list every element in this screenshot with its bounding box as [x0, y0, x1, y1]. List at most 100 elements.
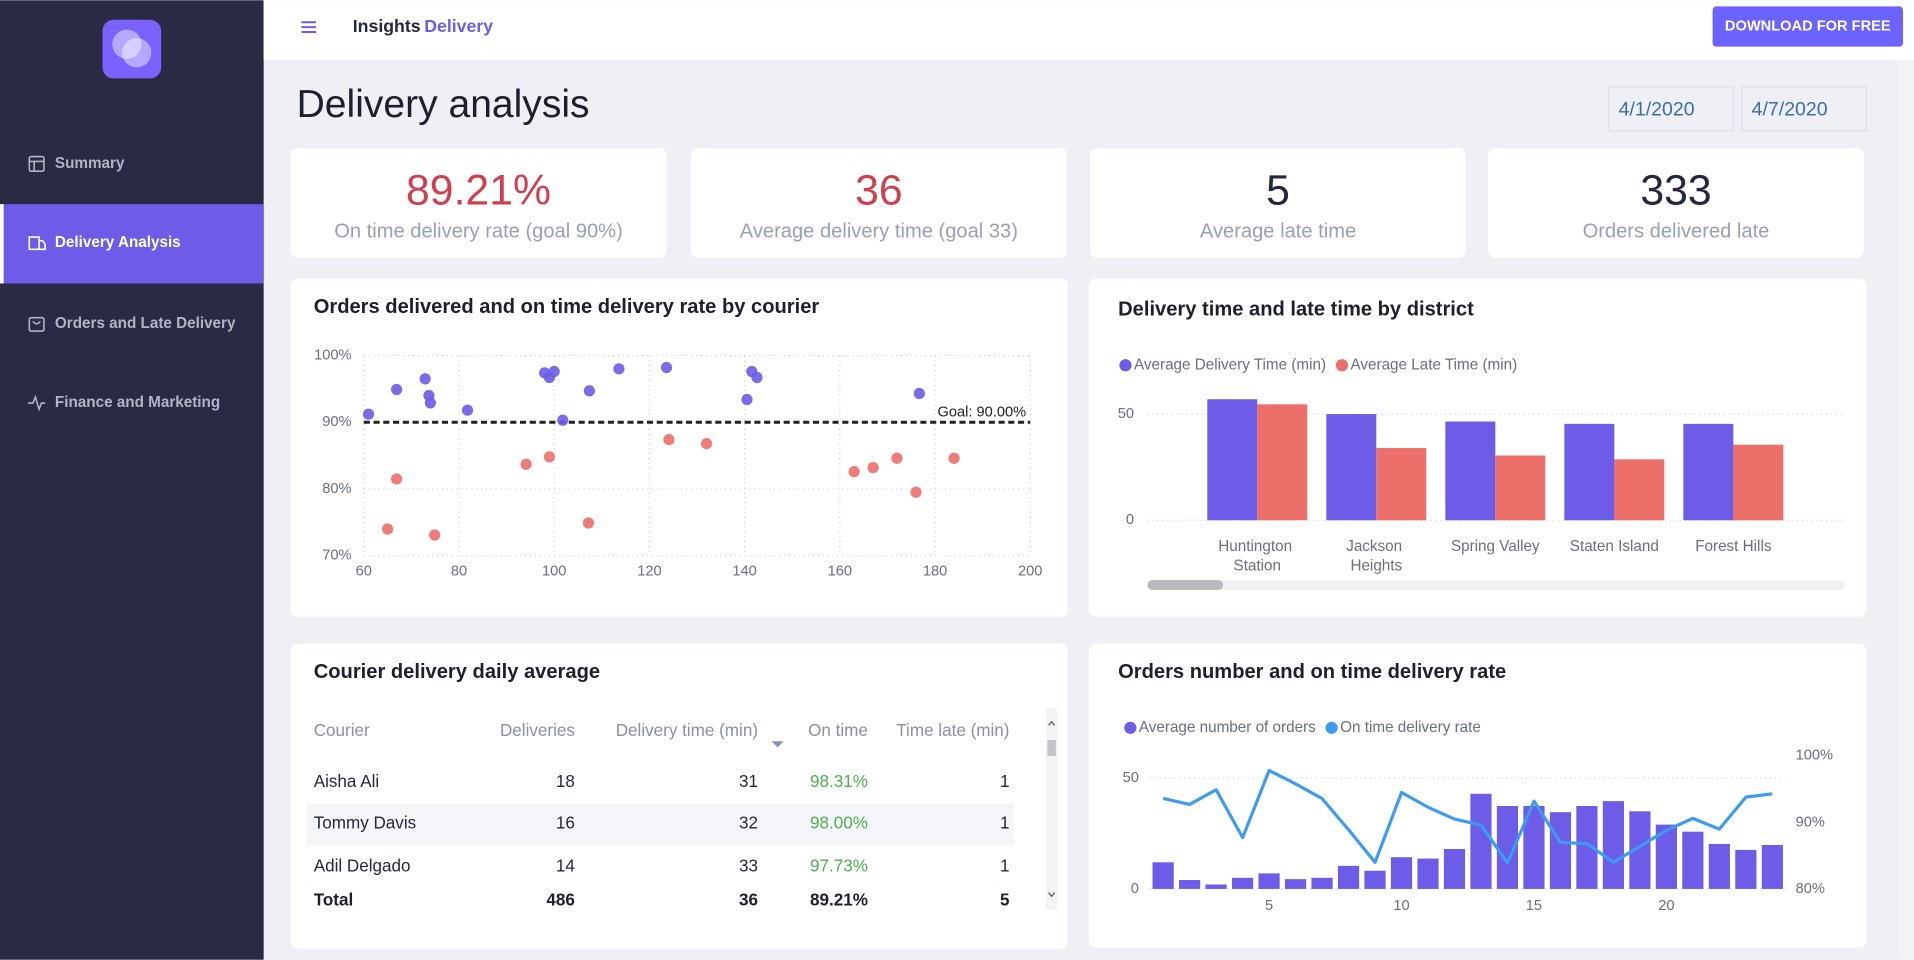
goal-label: Goal: 90.00% — [937, 404, 1026, 420]
nav-item[interactable]: Finance and Marketing — [55, 394, 220, 411]
table-cell: Aisha Ali — [314, 772, 380, 791]
bar — [1443, 849, 1466, 889]
y-tick-label: 50 — [1123, 770, 1139, 786]
kpi-card — [1090, 147, 1467, 258]
panel-title: Courier delivery daily average — [314, 661, 600, 683]
icon-summary — [29, 160, 44, 172]
y-tick-label: 0 — [1126, 512, 1134, 528]
bar — [1284, 879, 1307, 889]
scatter-point — [381, 523, 394, 535]
x-tick-label: 80 — [451, 563, 467, 579]
chart-scrollbar-thumb[interactable] — [1147, 580, 1224, 590]
panel-title: Orders number and on time delivery rate — [1118, 661, 1506, 683]
logo[interactable] — [102, 19, 162, 79]
legend-label: Average number of orders — [1139, 719, 1316, 736]
kpi-label: On time delivery rate (goal 90%) — [334, 221, 623, 243]
column-header: On time — [808, 721, 868, 740]
scatter-point — [390, 383, 403, 396]
scatter-point — [362, 408, 375, 420]
bar — [1708, 843, 1730, 889]
icon-bag — [28, 316, 45, 332]
kpi-value: 5 — [1266, 166, 1290, 214]
table-total: 486 — [546, 891, 575, 910]
bar — [1257, 404, 1308, 521]
chart-scrollbar[interactable] — [1147, 580, 1845, 590]
scatter-point — [543, 451, 556, 463]
icon-pulse — [28, 394, 46, 412]
brand: Insights Delivery — [353, 16, 493, 36]
scatter-point — [613, 363, 625, 375]
download-button[interactable] — [1712, 6, 1904, 47]
scatter-point — [461, 404, 474, 416]
nav-item[interactable]: Summary — [55, 155, 125, 172]
scatter-point — [548, 365, 560, 378]
bar — [1683, 423, 1734, 521]
table-cell: 16 — [556, 814, 575, 833]
y-tick-label: 90% — [322, 414, 351, 430]
bar — [1258, 873, 1280, 889]
x-tick-label: 120 — [637, 563, 661, 579]
scatter-point — [751, 371, 763, 384]
scatter-point — [700, 437, 713, 450]
logo-mark — [112, 29, 142, 59]
menu-button[interactable] — [301, 21, 317, 33]
date-input[interactable] — [1608, 86, 1734, 132]
sort-indicator[interactable] — [771, 741, 784, 748]
scatter-point — [429, 529, 441, 541]
nav-item[interactable]: Delivery Analysis — [55, 234, 181, 251]
bar — [1207, 399, 1258, 521]
column-header: Time late (min) — [896, 721, 1009, 740]
x-tick-label: 160 — [828, 563, 852, 579]
bar — [1364, 870, 1386, 889]
bar — [1417, 858, 1439, 889]
kpi-label: Average delivery time (goal 33) — [740, 221, 1018, 243]
date-input[interactable] — [1741, 86, 1868, 132]
legend-swatch — [1124, 721, 1137, 734]
date-to[interactable]: 4/7/2020 — [1752, 98, 1828, 120]
y2-tick-label: 80% — [1796, 881, 1825, 897]
line — [1162, 768, 1773, 865]
x-tick-label: 10 — [1393, 898, 1409, 914]
bar — [1682, 831, 1704, 889]
sidebar — [0, 0, 264, 960]
scatter-point — [557, 414, 569, 426]
legend-label: Average Delivery Time (min) — [1134, 356, 1326, 373]
icon-bag — [32, 320, 41, 325]
scatter-point — [848, 465, 860, 478]
icon-truck — [28, 236, 46, 251]
table-scrollbar[interactable] — [1046, 708, 1058, 910]
bar — [1337, 865, 1360, 889]
table-total: 36 — [739, 891, 758, 910]
page-scrollbar[interactable] — [1898, 60, 1914, 960]
bar — [1564, 423, 1615, 521]
y-tick-label: 80% — [322, 481, 351, 497]
table-cell: 18 — [556, 772, 575, 791]
bar — [1470, 793, 1492, 889]
date-from[interactable]: 4/1/2020 — [1619, 98, 1695, 120]
kpi-label: Orders delivered late — [1583, 221, 1770, 243]
bar — [1152, 862, 1174, 889]
table-scrollbar-thumb[interactable] — [1047, 740, 1056, 756]
bar — [1735, 849, 1757, 889]
x-tick-label: 60 — [356, 563, 372, 579]
bar — [1326, 414, 1377, 521]
scatter-point — [663, 433, 675, 446]
nav-item[interactable]: Orders and Late Delivery — [55, 315, 236, 332]
scatter-point — [582, 517, 595, 529]
y-tick-label: 100% — [314, 347, 351, 363]
table-cell: 1 — [1000, 772, 1010, 791]
x-tick-label: 100 — [542, 563, 566, 579]
scroll-arrows[interactable] — [1048, 720, 1056, 898]
bar — [1205, 884, 1227, 889]
y-tick-label: 0 — [1131, 881, 1139, 897]
download-button-label[interactable]: DOWNLOAD FOR FREE — [1725, 18, 1891, 34]
bar — [1614, 459, 1665, 521]
scatter-point — [913, 387, 925, 400]
legend-swatch — [1325, 721, 1338, 734]
panel — [290, 278, 1069, 617]
x-tick-label: Huntington Station — [1218, 538, 1296, 575]
y-tick-label: 70% — [322, 548, 351, 564]
kpi-value: 333 — [1640, 166, 1711, 214]
scatter-point — [660, 361, 673, 374]
